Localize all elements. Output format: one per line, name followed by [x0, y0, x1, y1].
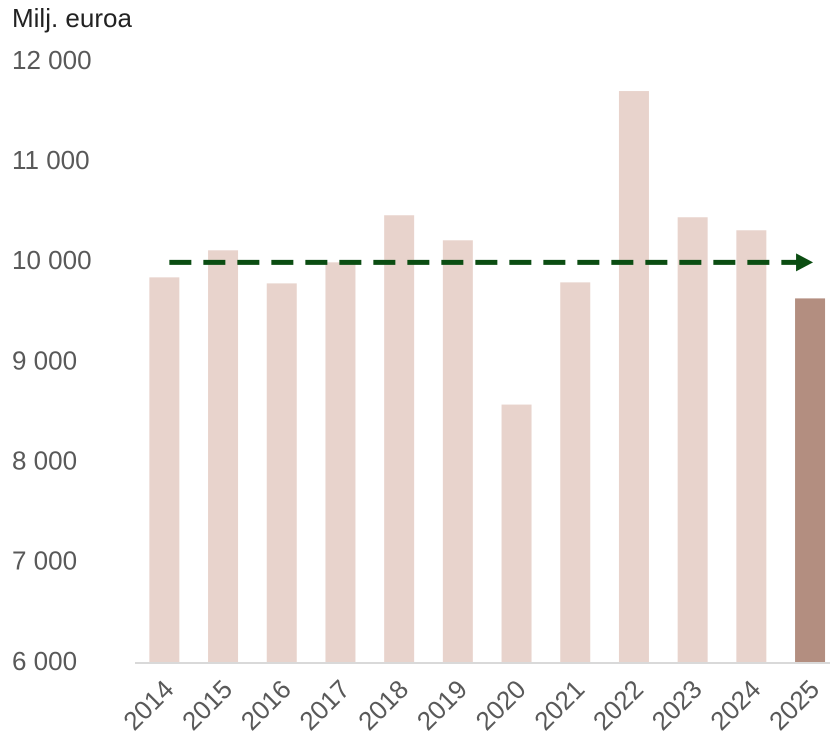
y-tick-label: 6 000 — [12, 646, 77, 676]
x-tick-label: 2017 — [293, 674, 355, 736]
bar — [149, 277, 180, 663]
x-tick-label: 2022 — [587, 674, 649, 736]
bar — [442, 240, 473, 663]
x-tick-label: 2016 — [235, 674, 297, 736]
x-tick-label: 2025 — [763, 674, 825, 736]
y-tick-label: 9 000 — [12, 345, 77, 375]
x-tick-label: 2019 — [411, 674, 473, 736]
y-tick-label: 11 000 — [12, 145, 90, 175]
x-tick-label: 2024 — [704, 674, 766, 736]
bar — [208, 250, 239, 663]
y-tick-label: 10 000 — [12, 245, 92, 275]
bar — [677, 217, 708, 663]
x-tick-label: 2023 — [646, 674, 708, 736]
reference-arrow — [796, 253, 814, 272]
y-tick-label: 12 000 — [12, 45, 92, 75]
y-tick-label: 7 000 — [12, 546, 77, 576]
bar — [325, 262, 356, 663]
x-tick-label: 2014 — [117, 674, 179, 736]
x-tick-label: 2021 — [528, 674, 590, 736]
x-tick-label: 2020 — [470, 674, 532, 736]
bar — [560, 282, 591, 663]
bar — [266, 283, 297, 663]
y-tick-label: 8 000 — [12, 446, 77, 476]
bar — [736, 230, 767, 663]
bar — [618, 91, 649, 663]
bar — [795, 298, 826, 663]
bar — [384, 215, 415, 663]
x-tick-label: 2015 — [176, 674, 238, 736]
bar — [501, 404, 532, 663]
x-tick-label: 2018 — [352, 674, 414, 736]
y-axis-label: Milj. euroa — [12, 3, 132, 33]
